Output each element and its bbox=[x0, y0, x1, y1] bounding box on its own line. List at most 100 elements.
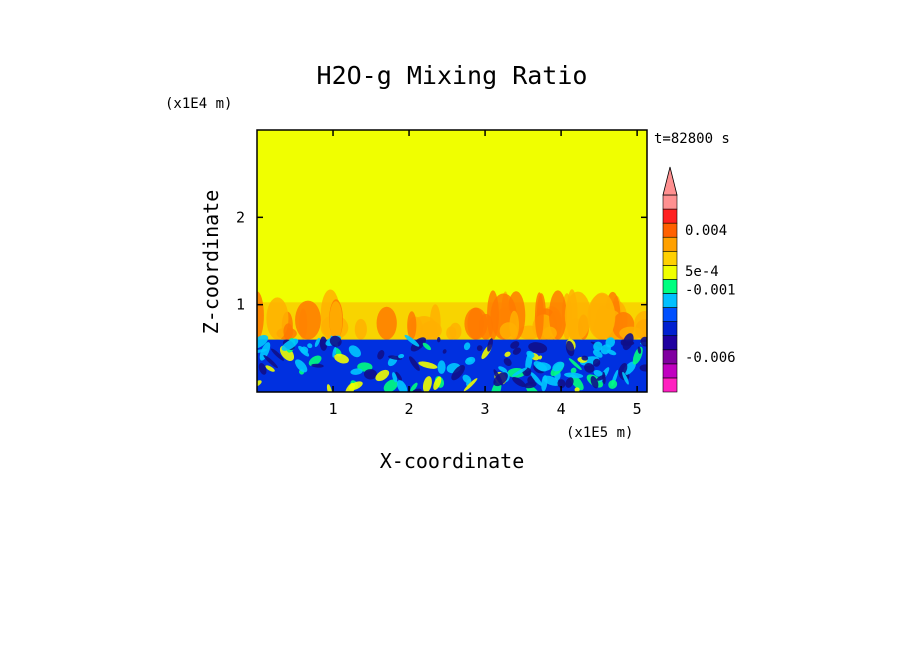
turbulent-cell bbox=[466, 379, 471, 386]
turbulent-cell bbox=[564, 372, 584, 379]
turbulent-cell bbox=[606, 349, 617, 356]
turbulent-cell bbox=[568, 358, 582, 371]
colorbar-label: 5e-4 bbox=[685, 264, 719, 280]
plume-eddy bbox=[464, 307, 488, 340]
turbulent-cell bbox=[510, 341, 520, 349]
turbulent-cell bbox=[463, 378, 478, 392]
colorbar-swatch bbox=[662, 307, 678, 322]
turbulent-cell bbox=[437, 360, 446, 374]
turbulent-cell bbox=[592, 349, 603, 358]
plume-eddy bbox=[283, 323, 294, 340]
turbulent-cell bbox=[487, 338, 493, 352]
turbulent-cell bbox=[533, 361, 548, 372]
turbulent-cell bbox=[590, 376, 599, 389]
turbulent-cell bbox=[637, 346, 642, 354]
turbulent-cell bbox=[418, 361, 438, 369]
turbulent-cell bbox=[398, 353, 405, 359]
turbulent-cell bbox=[451, 364, 465, 381]
y-tick-label: 1 bbox=[236, 296, 245, 314]
turbulent-cell bbox=[396, 380, 408, 392]
turbulent-cell bbox=[348, 345, 361, 358]
colorbar-swatch bbox=[662, 265, 678, 280]
plot-frame bbox=[256, 129, 648, 393]
y-tick-label: 2 bbox=[236, 208, 245, 226]
colorbar-swatch bbox=[662, 279, 678, 294]
colorbar-swatch bbox=[662, 250, 678, 266]
turbulent-cell bbox=[345, 382, 355, 392]
x-tick-label: 5 bbox=[633, 400, 642, 418]
turbulent-cell bbox=[581, 355, 589, 361]
turbulent-cell bbox=[493, 369, 503, 386]
turbulent-cell bbox=[640, 336, 647, 347]
plume-eddy bbox=[549, 290, 567, 340]
chart-title: H2O-g Mixing Ratio bbox=[317, 61, 588, 90]
y-axis-title: Z-coordinate bbox=[199, 190, 223, 335]
plume-eddy bbox=[542, 326, 557, 340]
colorbar-swatch bbox=[662, 363, 678, 379]
turbulent-cell bbox=[557, 379, 566, 389]
turbulent-cell bbox=[541, 375, 548, 392]
turbulent-cell bbox=[412, 388, 422, 392]
turbulent-cell bbox=[569, 374, 584, 391]
turbulent-cell bbox=[298, 345, 310, 357]
plot-area bbox=[257, 130, 647, 392]
plume-eddy bbox=[407, 311, 417, 340]
plume-eddy bbox=[595, 305, 611, 340]
colorbar-swatch bbox=[662, 321, 678, 337]
turbulent-cell bbox=[311, 363, 324, 368]
turbulent-cell bbox=[593, 341, 603, 352]
x-unit-label: (x1E5 m) bbox=[566, 425, 633, 441]
x-tick-label: 4 bbox=[557, 400, 566, 418]
turbulent-cell bbox=[422, 342, 432, 351]
turbulent-cell bbox=[319, 336, 328, 351]
turbulent-cell bbox=[538, 355, 543, 360]
turbulent-cell bbox=[408, 356, 420, 371]
turbulent-cell bbox=[528, 342, 548, 354]
plume-eddy bbox=[354, 318, 367, 340]
turbulent-cell bbox=[602, 371, 606, 385]
colorbar-extension bbox=[662, 166, 678, 196]
turbulent-cell bbox=[308, 355, 322, 367]
turbulent-cell bbox=[565, 340, 575, 357]
colorbar-swatch bbox=[662, 377, 678, 393]
colorbar-swatch bbox=[662, 293, 678, 308]
turbulent-cell bbox=[608, 379, 618, 389]
turbulent-cell bbox=[465, 356, 476, 365]
colorbar-label: 0.004 bbox=[685, 223, 727, 239]
turbulent-cell bbox=[530, 371, 543, 386]
plume-eddy bbox=[449, 322, 462, 340]
turbulent-cell bbox=[584, 362, 595, 373]
turbulent-cell bbox=[395, 371, 403, 381]
turbulent-cell bbox=[622, 371, 629, 385]
turbulent-cell bbox=[307, 343, 313, 349]
turbulent-cell bbox=[463, 342, 471, 351]
turbulent-cell bbox=[257, 335, 269, 349]
x-tick-label: 2 bbox=[405, 400, 414, 418]
turbulent-cell bbox=[565, 377, 574, 388]
plume-eddy bbox=[329, 301, 343, 340]
x-axis-title: X-coordinate bbox=[380, 449, 525, 473]
turbulent-cell bbox=[271, 348, 285, 361]
plume-eddy bbox=[266, 297, 289, 340]
turbulent-cell bbox=[259, 342, 271, 361]
turbulent-cell bbox=[329, 335, 342, 347]
turbulent-cell bbox=[265, 365, 275, 372]
turbulent-cell bbox=[622, 333, 634, 351]
turbulent-cell bbox=[526, 385, 539, 392]
colorbar-label: -0.006 bbox=[685, 350, 736, 366]
turbulent-cell bbox=[326, 384, 333, 392]
turbulent-cell bbox=[433, 376, 442, 390]
turbulent-cell bbox=[377, 350, 385, 360]
turbulent-cell bbox=[332, 346, 337, 358]
plume-eddy bbox=[509, 310, 519, 340]
turbulent-cell bbox=[504, 351, 511, 357]
turbulent-cell bbox=[570, 367, 577, 374]
plume-eddy bbox=[376, 306, 397, 340]
colorbar-swatch bbox=[662, 236, 678, 252]
turbulent-cell bbox=[442, 349, 447, 354]
plume-eddy bbox=[487, 290, 499, 340]
colorbar-swatch bbox=[662, 222, 678, 238]
turbulent-cell bbox=[498, 366, 508, 373]
plume-eddy bbox=[633, 310, 647, 340]
